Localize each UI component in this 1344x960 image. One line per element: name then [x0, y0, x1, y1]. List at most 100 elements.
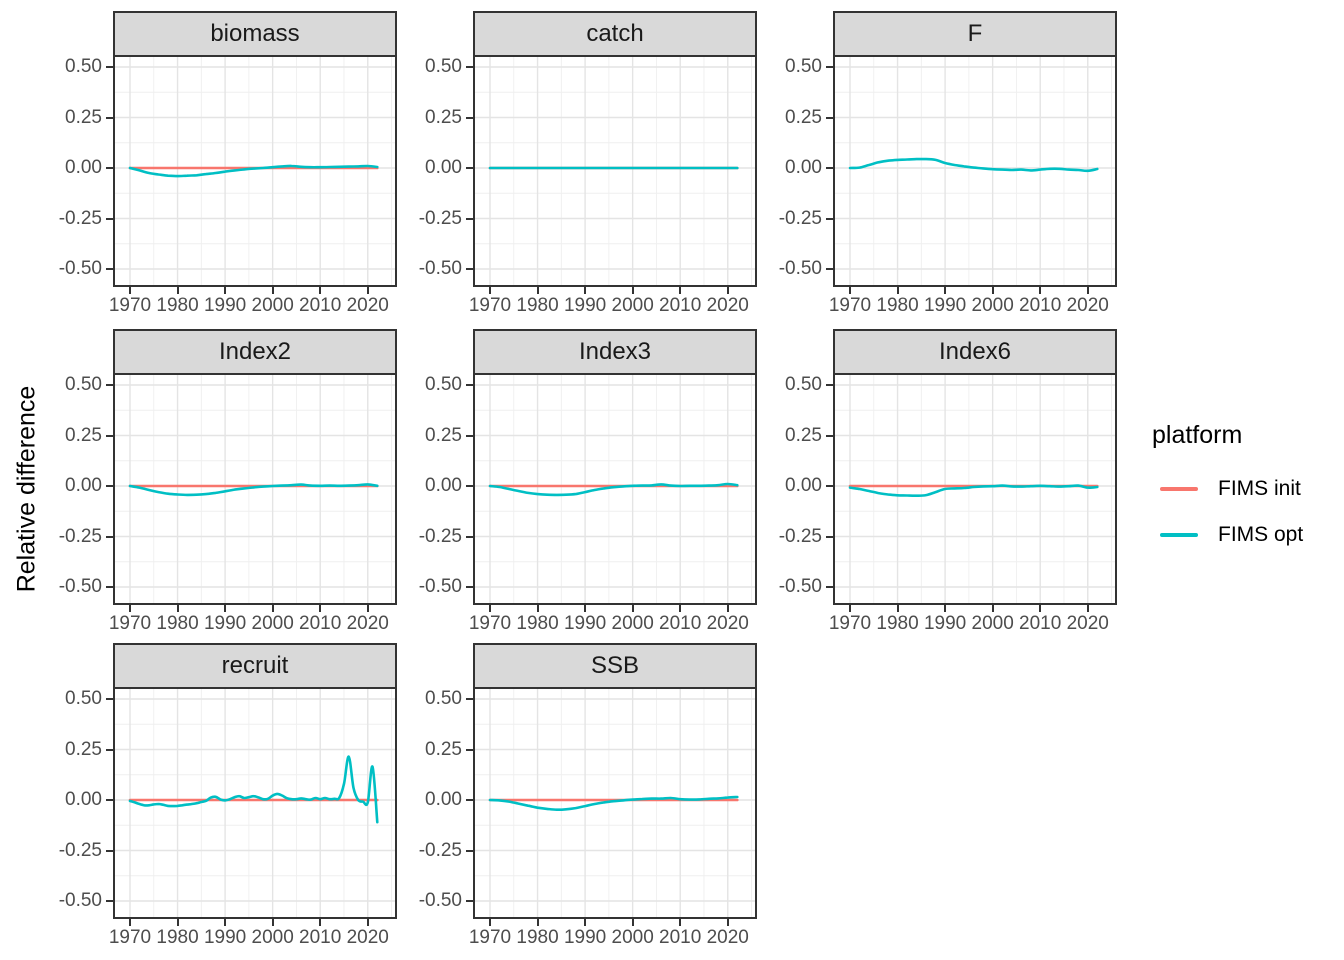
y-axis-tick [466, 116, 473, 119]
y-axis-tick [826, 116, 833, 119]
x-axis-tick [631, 287, 634, 294]
y-tick-label: -0.25 [418, 207, 462, 229]
y-tick-label: 0.00 [65, 475, 102, 496]
x-axis-tick [366, 605, 369, 612]
plot-svg [475, 375, 755, 603]
facet-panel-catch: catch 0.50 0.25 0.00 -0.25 -0.50 1970 1980 1990… [419, 11, 757, 316]
y-tick-label: 0.50 [425, 374, 462, 395]
x-tick-label: 1980 [876, 295, 919, 316]
x-tick-label: 1990 [563, 613, 607, 634]
plot-area [835, 57, 1115, 285]
facet-panel-f: F 0.50 0.25 0.00 -0.25 -0.50 1970 1980 1990 2000… [779, 11, 1117, 316]
x-axis-tick [129, 919, 131, 926]
y-tick-label: 0.25 [65, 738, 102, 760]
y-tick-label: -0.50 [778, 258, 822, 279]
y-axis-tick [826, 167, 833, 169]
y-tick-label: 0.00 [425, 789, 462, 810]
x-tick-label: 2010 [659, 613, 702, 634]
x-tick-label: 2000 [971, 613, 1014, 634]
y-axis-tick [466, 268, 473, 270]
x-tick-label: 1990 [203, 295, 247, 316]
x-axis-tick [679, 287, 682, 294]
x-axis-tick [536, 605, 539, 612]
plot-area [115, 689, 395, 917]
x-axis-tick [1039, 605, 1042, 612]
y-axis-tick [466, 434, 473, 437]
x-tick-label: 2000 [971, 295, 1014, 316]
plot-svg [115, 689, 395, 917]
x-axis-tick [176, 919, 179, 926]
x-axis-tick [896, 605, 899, 612]
facet-panel-biomass: biomass 0.50 0.25 0.00 -0.25 -0.50 1970 1980 19… [59, 11, 397, 316]
x-axis-tick [224, 919, 227, 926]
x-tick-label: 1970 [108, 295, 152, 316]
x-axis-tick [896, 287, 899, 294]
x-tick-label: 1980 [876, 613, 919, 634]
legend-label: FIMS opt [1218, 523, 1304, 546]
y-tick-label: -0.50 [418, 258, 462, 279]
legend-key-line-opt [1160, 533, 1198, 537]
y-tick-label: -0.25 [58, 839, 102, 861]
series-line-fims-opt [128, 164, 379, 178]
x-axis-tick [176, 605, 179, 612]
series-line-fims-opt [488, 482, 739, 497]
facet-strip: Index2 [115, 331, 395, 375]
x-axis-tick [631, 605, 634, 612]
y-tick-label: 0.50 [785, 374, 822, 395]
x-tick-label: 2020 [706, 927, 749, 948]
x-axis-tick [631, 919, 634, 926]
facet-panel-index2: Index2 0.50 0.25 0.00 -0.25 -0.50 1970 1980 199… [59, 329, 397, 634]
y-tick-label: 0.25 [425, 424, 462, 446]
y-tick-label: 0.50 [65, 56, 102, 77]
y-tick-label: -0.25 [418, 839, 462, 861]
x-axis-tick [271, 605, 274, 612]
series-line-fims-opt [848, 484, 1099, 498]
facet-panel-recruit: recruit 0.50 0.25 0.00 -0.25 -0.50 1970 1980 19… [59, 643, 397, 948]
x-tick-label: 2010 [299, 295, 342, 316]
y-axis-tick [106, 900, 113, 902]
series-line-fims-opt [848, 157, 1099, 173]
x-axis-tick [489, 287, 491, 294]
x-tick-label: 2010 [299, 613, 342, 634]
y-tick-label: -0.50 [58, 258, 102, 279]
y-axis-tick [826, 217, 833, 220]
y-tick-label: 0.50 [425, 688, 462, 709]
x-axis-tick [224, 605, 227, 612]
y-axis-tick [106, 586, 113, 588]
y-tick-label: 0.25 [425, 106, 462, 128]
y-tick-label: -0.25 [778, 207, 822, 229]
y-tick-label: -0.25 [58, 525, 102, 547]
y-tick-label: 0.50 [785, 56, 822, 77]
x-tick-label: 1990 [563, 927, 607, 948]
x-tick-label: 1990 [203, 613, 247, 634]
facet-strip: Index3 [475, 331, 755, 375]
plot-svg [475, 689, 755, 917]
y-tick-label: 0.50 [65, 688, 102, 709]
facet-panel-ssb: SSB 0.50 0.25 0.00 -0.25 -0.50 1970 1980 1990 20… [419, 643, 757, 948]
y-tick-label: -0.50 [58, 890, 102, 911]
y-axis-tick [826, 586, 833, 588]
y-axis-tick [466, 66, 473, 68]
x-tick-label: 2010 [1019, 295, 1062, 316]
facet-title: biomass [210, 20, 300, 47]
y-axis-tick [106, 748, 113, 751]
legend-title: platform [1152, 421, 1243, 449]
x-axis-tick [224, 287, 227, 294]
x-tick-label: 1970 [108, 613, 152, 634]
x-axis-tick [319, 287, 322, 294]
y-axis-tick [466, 849, 473, 852]
y-axis-tick [106, 485, 113, 487]
y-tick-label: 0.00 [425, 475, 462, 496]
y-axis-tick [466, 217, 473, 220]
x-axis-tick [129, 287, 131, 294]
y-tick-label: 0.00 [425, 157, 462, 178]
facet-title: catch [586, 20, 644, 47]
x-axis-tick [584, 287, 587, 294]
y-axis-tick [106, 66, 113, 68]
x-tick-label: 1970 [828, 613, 872, 634]
x-tick-label: 1990 [203, 927, 247, 948]
x-axis-tick [584, 919, 587, 926]
plot-area [115, 57, 395, 285]
facet-strip: recruit [115, 645, 395, 689]
y-tick-label: 0.00 [65, 789, 102, 810]
